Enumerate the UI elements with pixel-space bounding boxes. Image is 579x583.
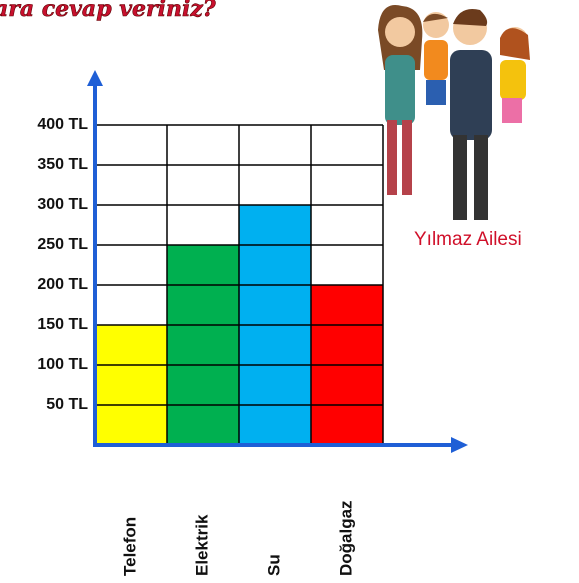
x-tick-label: Elektrik [192,514,211,576]
y-tick-label: 50 TL [46,396,88,413]
family-illustration [378,5,530,220]
family-label: Yılmaz Ailesi [414,229,522,250]
y-tick-label: 300 TL [37,196,88,213]
y-tick-label: 150 TL [37,316,88,333]
chart-title: ara cevap veriniz? [0,0,217,22]
chart: ara cevap veriniz? Yılmaz Ailesi Telefon… [0,0,579,583]
y-tick-label: 200 TL [37,276,88,293]
y-tick-label: 400 TL [37,116,88,133]
y-tick-label: 250 TL [37,236,88,253]
x-tick-label: Su [264,554,283,576]
y-tick-label: 350 TL [37,156,88,173]
x-tick-label: Telefon [120,517,139,576]
bar [167,245,239,445]
y-tick-label: 100 TL [37,356,88,373]
y-axis-arrow [87,70,103,86]
x-axis-arrow [451,437,468,453]
bar [95,325,167,445]
x-tick-label: Doğalgaz [336,500,355,576]
